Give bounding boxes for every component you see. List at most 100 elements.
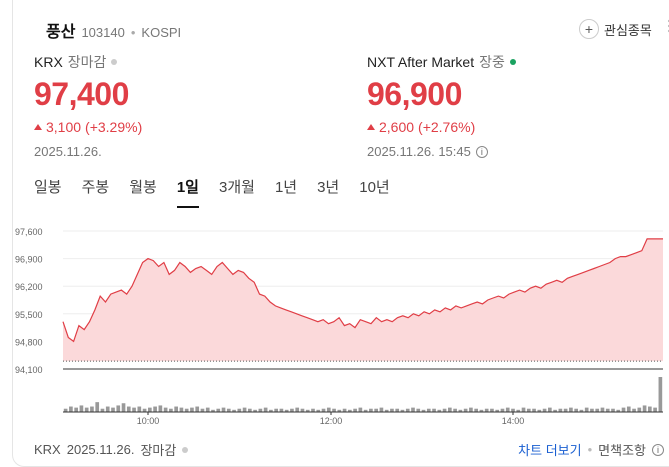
volume-bar [490, 408, 494, 412]
volume-bar [532, 408, 536, 412]
volume-bar [574, 408, 578, 412]
nxt-date-row: 2025.11.26. 15:45 i [367, 144, 516, 159]
volume-bar [316, 409, 321, 412]
more-options-icon[interactable] [665, 19, 669, 33]
volume-bar [258, 408, 263, 412]
volume-bar [542, 408, 547, 412]
footer-info: KRX 2025.11.26. 장마감 [34, 440, 189, 459]
volume-bar [369, 408, 373, 412]
tab-7[interactable]: 10년 [359, 179, 390, 196]
volume-bar [121, 403, 126, 412]
volume-bar [605, 408, 610, 412]
volume-bar [505, 407, 510, 412]
volume-bar [621, 407, 626, 412]
stock-name[interactable]: 풍산 [46, 24, 76, 41]
volume-bar [453, 408, 457, 412]
volume-bar [311, 408, 315, 412]
volume-bar [221, 407, 226, 412]
y-tick-label: 94,800 [15, 337, 43, 347]
volume-bar [363, 409, 368, 412]
nxt-change: 2,600 (+2.76%) [367, 119, 516, 135]
disclaimer-link[interactable]: 면책조항 [598, 443, 646, 458]
plus-icon: + [579, 19, 599, 39]
y-tick-label: 96,200 [15, 282, 43, 292]
krx-date: 2025.11.26. [34, 144, 102, 159]
y-tick-label: 97,600 [15, 227, 43, 237]
volume-bar [537, 409, 542, 412]
volume-bar [105, 406, 110, 412]
volume-bar [284, 409, 289, 412]
volume-bar [584, 407, 589, 412]
tab-4[interactable]: 3개월 [218, 179, 255, 196]
chart-more-link[interactable]: 차트 더보기 [518, 443, 582, 458]
volume-bar [658, 377, 663, 412]
krx-change-value: 3,100 [46, 119, 82, 135]
volume-bar [158, 405, 163, 412]
nxt-change-value: 2,600 [379, 119, 415, 135]
tab-5[interactable]: 1년 [274, 179, 298, 196]
tab-0[interactable]: 일봉 [34, 179, 62, 196]
volume-bar [300, 408, 305, 412]
volume-bar [153, 406, 157, 412]
volume-bar [163, 407, 168, 412]
volume-bar [548, 407, 552, 412]
volume-bar [348, 409, 352, 412]
price-chart[interactable]: 97,600 96,900 96,200 95,500 94,800 94,100 10:0… [13, 212, 669, 434]
volume-bar [337, 409, 342, 412]
status-dot-icon [111, 59, 118, 65]
krx-quote: KRX 장마감 97,400 3,100 (+3.29%) 2025.11.26… [34, 52, 142, 159]
volume-bar [253, 409, 257, 412]
volume-bar [563, 408, 568, 412]
footer-date: 2025.11.26. [66, 442, 135, 457]
volume-bar [263, 407, 268, 412]
volume-bar [469, 407, 473, 412]
volume-bar [595, 408, 600, 412]
info-icon[interactable]: i [652, 443, 664, 456]
add-favorite-button[interactable]: + 관심종목 [579, 19, 652, 39]
volume-bar [421, 409, 426, 412]
volume-bar [169, 408, 173, 412]
volume-bar [448, 407, 452, 412]
info-icon[interactable]: i [475, 145, 488, 158]
volume-bar [590, 408, 594, 412]
nxt-label: NXT After Market [367, 54, 475, 70]
volume-bar [358, 407, 363, 412]
market-name: KOSPI [141, 25, 182, 40]
volume-bar [116, 405, 121, 412]
volume-bar [216, 408, 221, 412]
volume-bar [126, 406, 131, 412]
volume-bar [390, 408, 394, 412]
volume-bar [632, 408, 636, 412]
x-tick-label: 14:00 [502, 416, 525, 426]
volume-bar [269, 409, 273, 412]
footer-links: 차트 더보기 • 면책조항 i [518, 440, 664, 459]
volume-bar [305, 409, 310, 412]
tab-2[interactable]: 월봉 [129, 179, 157, 196]
volume-bar [326, 407, 331, 412]
volume-bar [553, 409, 557, 412]
volume-bar [342, 408, 347, 412]
footer-market: KRX [34, 442, 61, 457]
y-tick-label: 95,500 [15, 310, 43, 320]
tab-3[interactable]: 1일 [176, 176, 200, 208]
footer-status: 장마감 [140, 443, 177, 458]
volume-bar [569, 407, 573, 412]
nxt-status: 장중 [479, 54, 505, 70]
volume-bar [442, 408, 447, 412]
volume-bar [579, 409, 584, 412]
volume-bar [184, 408, 189, 412]
volume-bar [79, 405, 84, 412]
volume-bar [395, 408, 400, 412]
volume-bar [142, 408, 147, 412]
tab-6[interactable]: 3년 [317, 179, 340, 196]
krx-label: KRX [34, 54, 63, 70]
volume-bar [148, 407, 152, 412]
tab-1[interactable]: 주봉 [81, 179, 110, 196]
volume-bar [521, 407, 526, 412]
price-area [63, 238, 663, 362]
volume-bar [295, 407, 300, 412]
volume-bar [274, 408, 278, 412]
volume-bar [500, 408, 505, 412]
x-tick-label: 10:00 [137, 416, 160, 426]
volume-bar [374, 408, 378, 412]
